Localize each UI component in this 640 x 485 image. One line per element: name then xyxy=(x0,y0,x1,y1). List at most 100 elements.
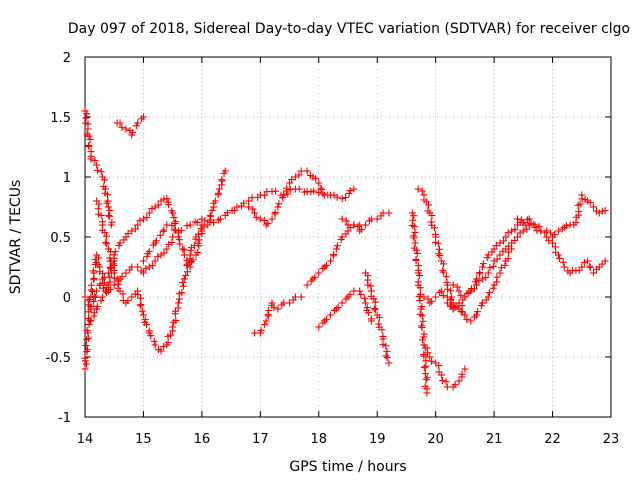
data-point xyxy=(103,191,111,199)
data-point xyxy=(473,281,481,289)
data-point xyxy=(362,221,370,229)
data-point xyxy=(168,238,176,246)
data-point xyxy=(106,285,114,293)
data-point xyxy=(375,314,383,322)
data-point xyxy=(110,274,118,282)
data-point xyxy=(537,227,545,235)
data-point xyxy=(175,299,183,307)
data-point xyxy=(484,269,492,277)
data-point xyxy=(467,317,475,325)
data-point xyxy=(453,283,461,291)
data-point xyxy=(148,205,156,213)
data-point xyxy=(484,293,492,301)
data-point xyxy=(262,317,270,325)
data-point xyxy=(333,242,341,250)
data-point xyxy=(420,364,428,372)
data-point xyxy=(486,264,494,272)
data-point xyxy=(315,323,323,331)
data-point xyxy=(297,167,305,175)
data-point xyxy=(321,191,329,199)
data-point xyxy=(102,238,110,246)
data-point xyxy=(410,212,418,220)
data-point xyxy=(484,251,492,259)
data-point xyxy=(128,293,136,301)
y-tick-label: 1 xyxy=(63,171,71,186)
data-point xyxy=(81,365,89,373)
data-point xyxy=(176,240,184,248)
data-point xyxy=(99,293,107,301)
data-point xyxy=(183,260,191,268)
data-point xyxy=(421,370,429,378)
data-point xyxy=(342,217,350,225)
data-point xyxy=(442,273,450,281)
data-point xyxy=(502,233,510,241)
x-tick-label: 22 xyxy=(544,432,561,447)
data-point xyxy=(264,219,272,227)
data-point xyxy=(270,303,278,311)
data-point xyxy=(295,185,303,193)
data-point xyxy=(479,260,487,268)
data-point xyxy=(476,268,484,276)
data-point xyxy=(134,291,142,299)
data-point xyxy=(556,255,564,263)
data-point xyxy=(333,193,341,201)
data-point xyxy=(145,263,153,271)
x-tick-label: 21 xyxy=(486,432,503,447)
data-point xyxy=(350,185,358,193)
data-point xyxy=(458,302,466,310)
x-tick-label: 15 xyxy=(135,432,152,447)
data-point xyxy=(311,273,319,281)
data-point xyxy=(268,299,276,307)
data-point xyxy=(551,231,559,239)
data-point xyxy=(418,187,426,195)
data-point xyxy=(413,249,421,257)
data-point xyxy=(193,218,201,226)
data-point xyxy=(177,226,185,234)
data-point xyxy=(418,324,426,332)
data-point xyxy=(330,250,338,258)
data-point xyxy=(428,212,436,220)
data-point xyxy=(170,226,178,234)
data-point xyxy=(523,216,531,224)
data-point xyxy=(332,245,340,253)
data-point xyxy=(584,257,592,265)
data-point xyxy=(449,281,457,289)
data-point xyxy=(101,176,109,184)
data-point xyxy=(180,275,188,283)
data-point xyxy=(215,185,223,193)
data-point xyxy=(346,224,354,232)
data-point xyxy=(139,311,147,319)
data-point xyxy=(139,215,147,223)
data-point xyxy=(261,191,269,199)
data-point xyxy=(159,227,167,235)
data-point xyxy=(291,293,299,301)
data-point xyxy=(179,279,187,287)
data-point xyxy=(160,249,168,257)
data-point xyxy=(473,311,481,319)
data-point xyxy=(370,295,378,303)
data-point xyxy=(157,347,165,355)
data-point xyxy=(519,227,527,235)
data-point xyxy=(264,311,272,319)
data-point xyxy=(578,191,586,199)
data-point xyxy=(478,299,486,307)
data-point xyxy=(280,191,288,199)
data-point xyxy=(186,221,194,229)
data-point xyxy=(334,303,342,311)
data-point xyxy=(231,207,239,215)
data-point xyxy=(122,125,130,133)
data-point xyxy=(93,287,101,295)
data-point xyxy=(440,268,448,276)
data-point xyxy=(559,258,567,266)
data-point xyxy=(493,273,501,281)
data-point xyxy=(425,201,433,209)
data-point xyxy=(103,232,111,240)
data-point xyxy=(434,240,442,248)
data-point xyxy=(371,298,379,306)
data-point xyxy=(86,135,94,143)
data-point xyxy=(443,299,451,307)
data-point xyxy=(446,296,454,304)
data-point xyxy=(436,252,444,260)
data-point xyxy=(274,203,282,211)
